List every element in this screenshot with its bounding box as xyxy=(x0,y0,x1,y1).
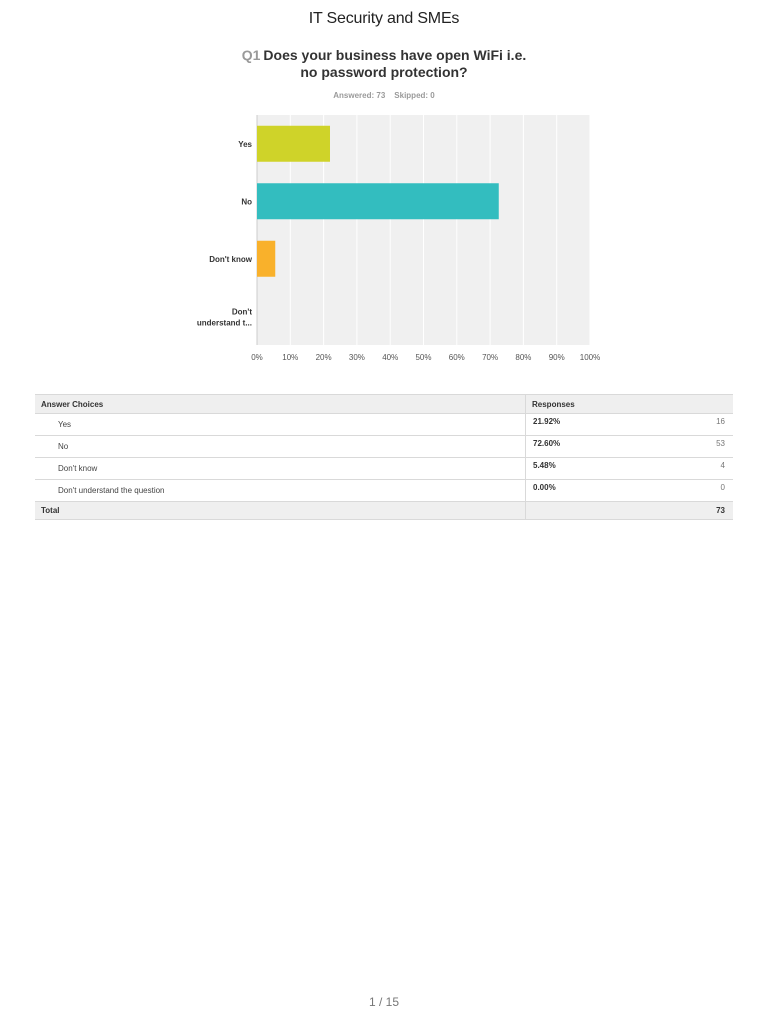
question-text-line1: Does your business have open WiFi i.e. xyxy=(263,47,527,63)
header-responses: Responses xyxy=(525,394,733,414)
header-answer-choices: Answer Choices xyxy=(35,394,526,414)
x-tick-label: 60% xyxy=(449,353,465,362)
answered-count: Answered: 73 xyxy=(333,91,386,100)
x-tick-label: 0% xyxy=(251,353,263,362)
table-row: No 72.60% 53 xyxy=(35,435,733,458)
table-header-row: Answer Choices Responses xyxy=(35,394,733,414)
x-tick-label: 10% xyxy=(282,353,298,362)
x-tick-label: 40% xyxy=(382,353,398,362)
row-response: 5.48% 4 xyxy=(525,457,733,480)
row-percent: 21.92% xyxy=(533,417,561,426)
bar xyxy=(257,240,276,277)
row-count: 53 xyxy=(716,439,725,448)
bar-chart: 0% 10% 20% 30% 40% 50% 60% 70% 80% 90% 100% Yes No Do… xyxy=(197,115,600,362)
x-tick-label: 30% xyxy=(349,353,365,362)
row-count: 4 xyxy=(720,461,725,470)
bar xyxy=(257,183,499,220)
x-tick-label: 100% xyxy=(580,353,600,362)
row-percent: 5.48% xyxy=(533,461,556,470)
response-summary: Answered: 73 Skipped: 0 xyxy=(0,91,768,100)
row-choice: Yes xyxy=(35,413,526,436)
question-text-line2: no password protection? xyxy=(300,64,468,80)
y-category-label: Don't know xyxy=(209,255,253,264)
row-count: 0 xyxy=(720,483,725,492)
x-tick-label: 90% xyxy=(549,353,565,362)
y-category-label: Don't understand t... xyxy=(197,307,252,327)
row-response: 21.92% 16 xyxy=(525,413,733,436)
row-choice: Don't know xyxy=(35,457,526,480)
question-number: Q1 xyxy=(241,47,261,63)
table-row: Don't know 5.48% 4 xyxy=(35,457,733,480)
skipped-count: Skipped: 0 xyxy=(394,91,435,100)
x-tick-label: 80% xyxy=(515,353,531,362)
row-percent: 0.00% xyxy=(533,483,556,492)
table-row: Yes 21.92% 16 xyxy=(35,413,733,436)
document-title: IT Security and SMEs xyxy=(308,10,460,27)
row-percent: 72.60% xyxy=(533,439,561,448)
question-heading: Q1 Does your business have open WiFi i.e.… xyxy=(0,47,768,81)
table-row: Don't understand the question 0.00% 0 xyxy=(35,479,733,502)
row-response: 72.60% 53 xyxy=(525,435,733,458)
x-tick-label: 50% xyxy=(415,353,431,362)
table-total-row: Total 73 xyxy=(35,501,733,520)
row-choice: No xyxy=(35,435,526,458)
results-table: Answer Choices Responses Yes 21.92% 16 N… xyxy=(35,394,733,520)
row-response: 0.00% 0 xyxy=(525,479,733,502)
page-number: 1 / 15 xyxy=(368,995,400,1009)
row-choice: Don't understand the question xyxy=(35,479,526,502)
bar xyxy=(257,125,330,162)
x-tick-label: 20% xyxy=(316,353,332,362)
total-label: Total xyxy=(35,501,526,520)
x-tick-label: 70% xyxy=(482,353,498,362)
total-count: 73 xyxy=(525,501,733,520)
row-count: 16 xyxy=(716,417,725,426)
y-category-label: Yes xyxy=(238,140,252,149)
y-category-label: No xyxy=(241,197,252,206)
